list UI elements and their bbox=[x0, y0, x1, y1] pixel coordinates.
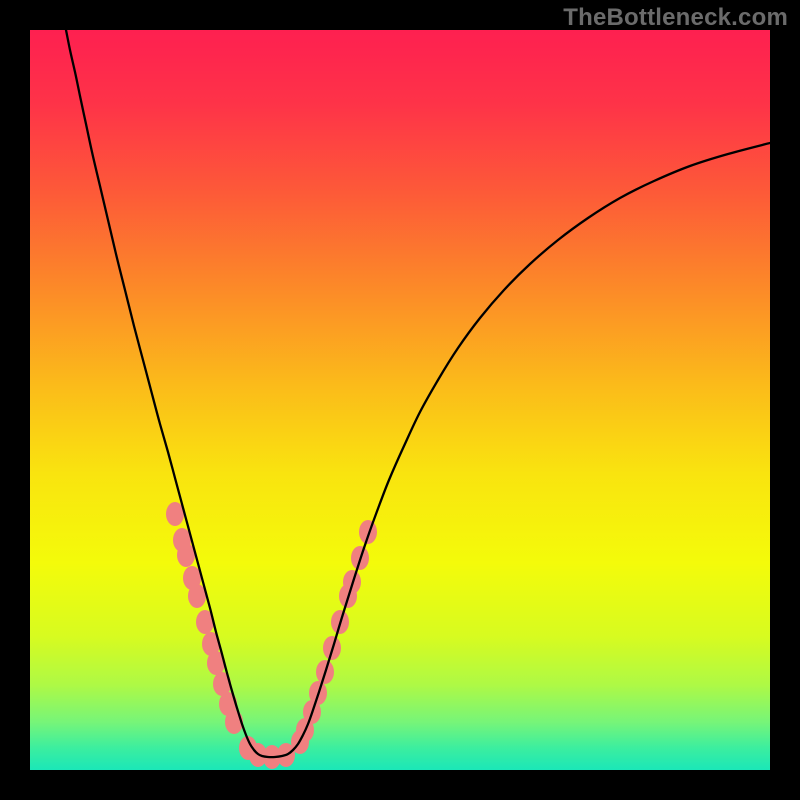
watermark-text: TheBottleneck.com bbox=[563, 4, 788, 32]
chart-svg bbox=[0, 0, 800, 800]
data-marker bbox=[188, 584, 206, 608]
data-marker bbox=[359, 520, 377, 544]
chart-stage: TheBottleneck.com bbox=[0, 0, 800, 800]
plot-background-gradient bbox=[30, 30, 770, 770]
